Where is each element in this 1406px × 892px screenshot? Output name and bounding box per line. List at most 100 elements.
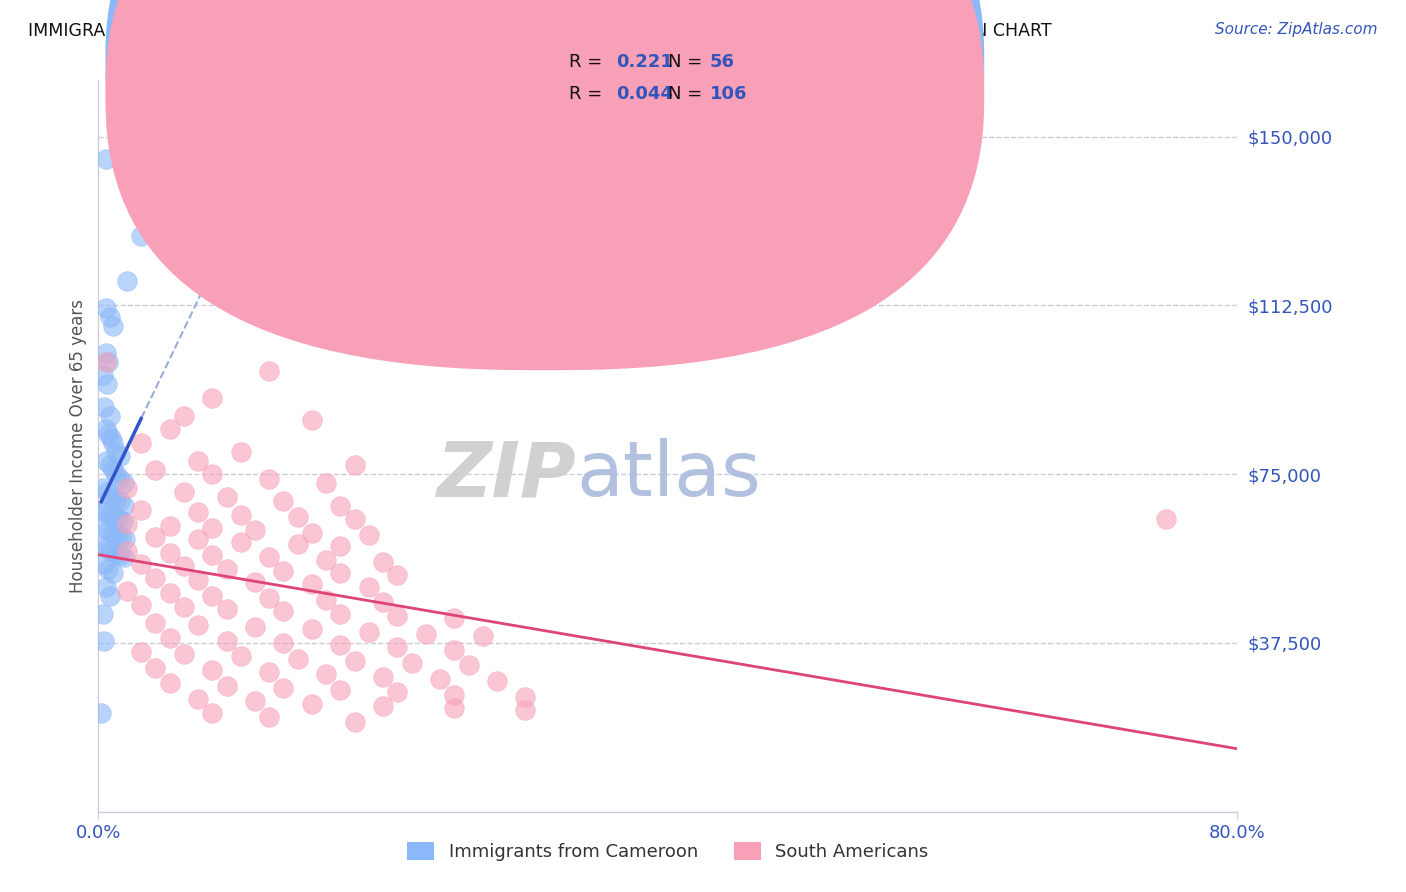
Point — [94, 354, 117, 368]
Point — [145, 615, 167, 630]
Text: ZIP: ZIP — [437, 438, 576, 512]
Point — [173, 409, 195, 423]
Text: 106: 106 — [710, 85, 748, 103]
Point — [243, 524, 266, 538]
Point — [94, 422, 117, 436]
Point — [301, 577, 323, 591]
Point — [229, 508, 252, 522]
Point — [112, 476, 135, 491]
Point — [515, 703, 537, 717]
Point — [105, 528, 128, 542]
Point — [187, 692, 209, 706]
Point — [343, 654, 366, 668]
Point — [229, 534, 252, 549]
Point — [259, 665, 281, 680]
Y-axis label: Householder Income Over 65 years: Householder Income Over 65 years — [69, 299, 87, 593]
Point — [91, 481, 114, 495]
Point — [486, 674, 509, 689]
Text: R =: R = — [569, 54, 609, 71]
Point — [243, 620, 266, 634]
Point — [91, 539, 114, 553]
Point — [259, 472, 281, 486]
Point — [93, 521, 115, 535]
Point — [129, 503, 152, 517]
Point — [373, 670, 395, 684]
Text: IMMIGRANTS FROM CAMEROON VS SOUTH AMERICAN HOUSEHOLDER INCOME OVER 65 YEARS CORR: IMMIGRANTS FROM CAMEROON VS SOUTH AMERIC… — [28, 22, 1052, 40]
Point — [91, 607, 114, 621]
Point — [301, 413, 323, 427]
Point — [387, 568, 409, 582]
Point — [91, 368, 114, 383]
Point — [329, 638, 352, 652]
Point — [401, 656, 423, 670]
Point — [115, 543, 138, 558]
Point — [97, 524, 120, 538]
Point — [187, 505, 209, 519]
Point — [387, 640, 409, 655]
Point — [315, 476, 337, 491]
Point — [329, 607, 352, 621]
Point — [201, 521, 224, 535]
Text: Source: ZipAtlas.com: Source: ZipAtlas.com — [1215, 22, 1378, 37]
Point — [287, 509, 309, 524]
Point — [273, 681, 295, 695]
Point — [94, 580, 117, 594]
Point — [329, 499, 352, 513]
Point — [357, 528, 380, 542]
Point — [93, 557, 115, 571]
Point — [215, 490, 238, 504]
Point — [108, 548, 131, 562]
Point — [98, 508, 121, 522]
Point — [101, 318, 124, 333]
Point — [129, 557, 152, 571]
Point — [129, 435, 152, 450]
Point — [443, 688, 465, 702]
Point — [108, 494, 131, 508]
Point — [107, 512, 129, 526]
Point — [104, 491, 127, 506]
Point — [173, 599, 195, 614]
Point — [115, 584, 138, 599]
Point — [98, 409, 121, 423]
Point — [101, 566, 124, 581]
Point — [112, 499, 135, 513]
Point — [229, 444, 252, 458]
Point — [443, 701, 465, 715]
Point — [96, 485, 118, 500]
Point — [259, 710, 281, 724]
Text: 56: 56 — [710, 54, 735, 71]
Point — [373, 698, 395, 713]
Point — [159, 632, 181, 646]
Point — [201, 391, 224, 405]
Point — [104, 546, 127, 560]
Point — [159, 422, 181, 436]
Point — [201, 663, 224, 677]
Point — [90, 503, 112, 517]
Point — [100, 490, 122, 504]
Point — [111, 515, 134, 529]
Point — [93, 400, 115, 414]
Point — [315, 552, 337, 566]
Point — [329, 566, 352, 581]
Point — [373, 595, 395, 609]
Point — [201, 548, 224, 562]
Point — [101, 462, 124, 476]
Point — [287, 537, 309, 551]
Point — [343, 512, 366, 526]
Point — [243, 694, 266, 708]
Point — [98, 310, 121, 324]
Point — [273, 564, 295, 578]
Point — [187, 618, 209, 632]
Point — [96, 377, 118, 392]
Point — [259, 363, 281, 377]
Point — [259, 591, 281, 605]
Point — [387, 685, 409, 699]
Point — [145, 661, 167, 675]
Point — [108, 472, 131, 486]
Point — [243, 575, 266, 590]
Point — [108, 449, 131, 463]
Text: N =: N = — [668, 54, 707, 71]
Point — [100, 431, 122, 445]
Point — [173, 559, 195, 574]
Point — [94, 453, 117, 467]
